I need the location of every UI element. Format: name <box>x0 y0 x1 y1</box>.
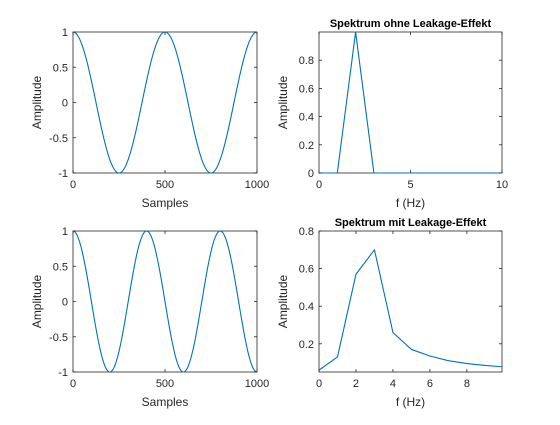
x-tick-label: 10 <box>496 179 508 191</box>
y-tick-label: 0.6 <box>299 83 314 95</box>
y-tick-label: 0.2 <box>299 339 314 351</box>
subplot-1: 0 500 1000 -1 -0.5 0 0.5 1 Samples Amplitude <box>30 27 269 210</box>
x-axis-label: f (Hz) <box>396 196 425 210</box>
x-tick-label: 8 <box>464 378 470 390</box>
y-tick-label: 0.2 <box>299 140 314 152</box>
x-axis-label: Samples <box>142 196 189 210</box>
y-tick-label: 0.5 <box>53 62 68 74</box>
axes-box <box>72 31 258 174</box>
y-tick-label: 0 <box>308 168 314 180</box>
x-tick-label: 1000 <box>245 179 269 191</box>
y-tick-label: 1 <box>62 27 68 39</box>
y-axis-label: Amplitude <box>30 275 44 329</box>
y-tick-label: 0 <box>62 98 68 110</box>
y-tick-label: 0 <box>62 297 68 309</box>
y-tick-label: 0.5 <box>53 261 68 273</box>
subplot-4: 0 2 4 6 8 0.2 0.4 0.6 0.8 f (Hz) Amplitude Spektrum… <box>276 217 503 409</box>
y-tick-label: 0.4 <box>299 301 314 313</box>
series-line <box>72 230 258 373</box>
subplot-3: 0 500 1000 -1 -0.5 0 0.5 1 Samples Amplitude <box>30 226 269 409</box>
x-tick-label: 0 <box>70 378 76 390</box>
subplot-2: 0 5 10 0 0.2 0.4 0.6 0.8 f (Hz) Amplitude Spektrum… <box>276 18 508 210</box>
x-axis-label: Samples <box>142 395 189 409</box>
series-line <box>318 249 503 371</box>
y-axis-label: Amplitude <box>30 76 44 130</box>
y-tick-label: -0.5 <box>49 332 68 344</box>
y-tick-label: -1 <box>58 168 68 180</box>
axes-box <box>318 230 503 373</box>
y-tick-label: 0.8 <box>299 226 314 238</box>
x-tick-label: 500 <box>156 378 174 390</box>
y-tick-label: -1 <box>58 367 68 379</box>
axes-box <box>318 31 503 174</box>
x-tick-label: 0 <box>316 179 322 191</box>
y-tick-label: 0.8 <box>299 55 314 67</box>
chart-title: Spektrum ohne Leakage-Effekt <box>330 18 492 30</box>
x-tick-label: 0 <box>316 378 322 390</box>
y-axis-label: Amplitude <box>276 275 290 329</box>
y-tick-label: -0.5 <box>49 133 68 145</box>
x-tick-label: 1000 <box>245 378 269 390</box>
y-tick-label: 0.4 <box>299 112 314 124</box>
x-tick-label: 2 <box>353 378 359 390</box>
x-axis-label: f (Hz) <box>396 395 425 409</box>
x-tick-label: 5 <box>407 179 413 191</box>
y-axis-label: Amplitude <box>276 76 290 130</box>
x-tick-label: 4 <box>390 378 396 390</box>
y-tick-label: 0.6 <box>299 264 314 276</box>
y-tick-label: 1 <box>62 226 68 238</box>
x-tick-label: 6 <box>427 378 433 390</box>
x-tick-label: 0 <box>70 179 76 191</box>
chart-title: Spektrum mit Leakage-Effekt <box>335 217 487 229</box>
x-tick-label: 500 <box>156 179 174 191</box>
